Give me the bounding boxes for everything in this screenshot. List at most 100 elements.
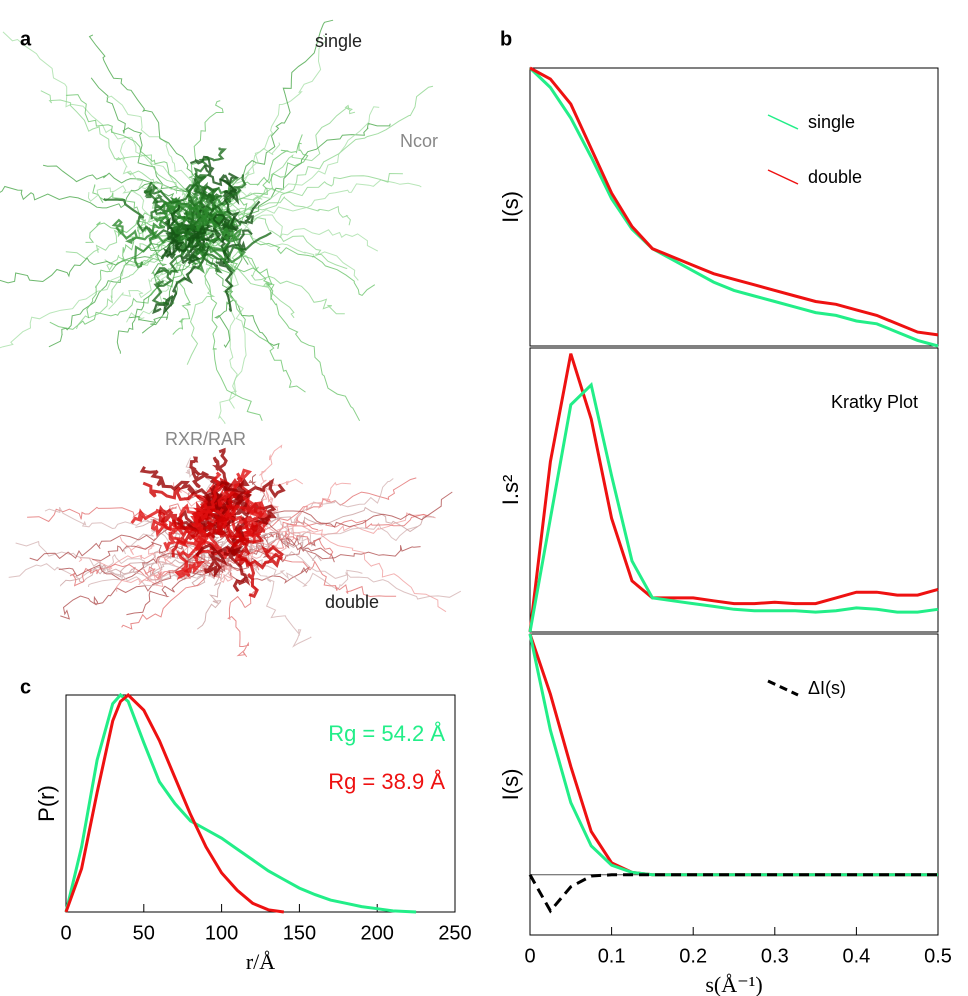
chain xyxy=(215,19,334,209)
x-tick-label: 150 xyxy=(283,922,316,944)
chain xyxy=(225,531,334,558)
chain xyxy=(126,563,241,616)
plot-frame xyxy=(529,633,939,936)
x-tick-label: 0.1 xyxy=(598,945,626,967)
chain xyxy=(44,506,209,540)
legend-swatch xyxy=(767,679,799,697)
chain xyxy=(212,198,241,231)
panel-label: c xyxy=(20,676,31,698)
structure-label: RXR/RAR xyxy=(165,429,246,449)
x-axis-label: r/Å xyxy=(246,949,275,974)
chain xyxy=(58,552,250,581)
chain xyxy=(182,106,380,223)
chain xyxy=(222,34,328,209)
chain xyxy=(160,224,207,260)
chain xyxy=(40,90,178,194)
chain xyxy=(194,471,222,549)
x-tick-label: 0.2 xyxy=(679,945,707,967)
chain xyxy=(253,524,447,613)
chain xyxy=(158,504,215,541)
chain xyxy=(249,481,351,549)
legend-swatch xyxy=(767,114,799,130)
x-tick-label: 200 xyxy=(361,922,394,944)
y-axis-label: P(r) xyxy=(34,785,59,822)
chain xyxy=(244,554,363,591)
chain xyxy=(178,204,212,223)
series-line xyxy=(64,692,417,914)
x-tick-label: 0.5 xyxy=(924,945,952,967)
x-tick-label: 0 xyxy=(524,945,535,967)
chain xyxy=(151,196,182,227)
chain xyxy=(15,540,216,581)
x-tick-label: 0.3 xyxy=(761,945,789,967)
panel-label: a xyxy=(20,28,32,50)
chain xyxy=(249,561,312,648)
plot-frame xyxy=(65,694,456,913)
x-tick-label: 0 xyxy=(60,922,71,944)
series-line xyxy=(528,633,938,877)
series-line xyxy=(528,353,939,633)
series-line xyxy=(528,873,938,914)
structure-label: single xyxy=(315,31,362,51)
x-tick-label: 250 xyxy=(438,922,471,944)
annotation: Kratky Plot xyxy=(831,392,918,412)
chain xyxy=(167,216,202,238)
series-line xyxy=(528,381,939,633)
x-tick-label: 0.4 xyxy=(842,945,870,967)
chain xyxy=(199,236,263,421)
chain xyxy=(208,226,243,273)
chain xyxy=(172,244,191,335)
y-axis-label: I.s² xyxy=(498,475,523,506)
chain xyxy=(219,172,240,206)
chain xyxy=(143,183,223,205)
chain xyxy=(187,122,391,248)
annotation: Rg = 38.9 Å xyxy=(328,769,445,794)
chain xyxy=(183,533,236,574)
annotation: Rg = 54.2 Å xyxy=(328,721,445,746)
chain xyxy=(88,34,217,210)
chain xyxy=(246,536,397,598)
chain xyxy=(226,142,309,206)
chain xyxy=(104,223,219,272)
structure-label: Ncor xyxy=(400,131,438,151)
chain xyxy=(220,522,418,553)
chain xyxy=(99,554,205,577)
chain xyxy=(141,228,215,334)
chain xyxy=(0,181,187,209)
chain xyxy=(187,174,247,212)
chain xyxy=(59,546,217,587)
structure-images xyxy=(0,19,462,658)
legend-label: single xyxy=(808,112,855,132)
chain xyxy=(238,540,462,600)
x-tick-label: 50 xyxy=(133,922,155,944)
structure-label: double xyxy=(325,592,379,612)
chain xyxy=(227,577,258,658)
series-line xyxy=(528,66,939,348)
legend-swatch xyxy=(767,169,799,185)
series-line xyxy=(528,633,938,877)
chain xyxy=(65,94,202,206)
panel-label: b xyxy=(500,28,512,50)
legend-label: ΔI(s) xyxy=(808,678,846,698)
y-axis-label: I(s) xyxy=(498,769,523,801)
chain xyxy=(152,245,210,316)
chain xyxy=(196,172,403,213)
x-axis-label: s(Å⁻¹) xyxy=(705,972,762,996)
series-line xyxy=(64,692,285,914)
plot-frame xyxy=(529,67,939,347)
chain xyxy=(233,240,361,422)
chain xyxy=(217,244,247,425)
chain xyxy=(187,211,223,274)
chain xyxy=(229,104,356,218)
plot-frame xyxy=(529,347,939,633)
chain xyxy=(195,543,244,579)
series-line xyxy=(529,66,939,337)
chain xyxy=(244,545,421,566)
chain xyxy=(229,496,266,519)
x-tick-label: 100 xyxy=(205,922,238,944)
chain xyxy=(192,468,252,523)
y-axis-label: I(s) xyxy=(498,191,523,223)
chain xyxy=(163,531,216,560)
chain xyxy=(232,85,434,216)
